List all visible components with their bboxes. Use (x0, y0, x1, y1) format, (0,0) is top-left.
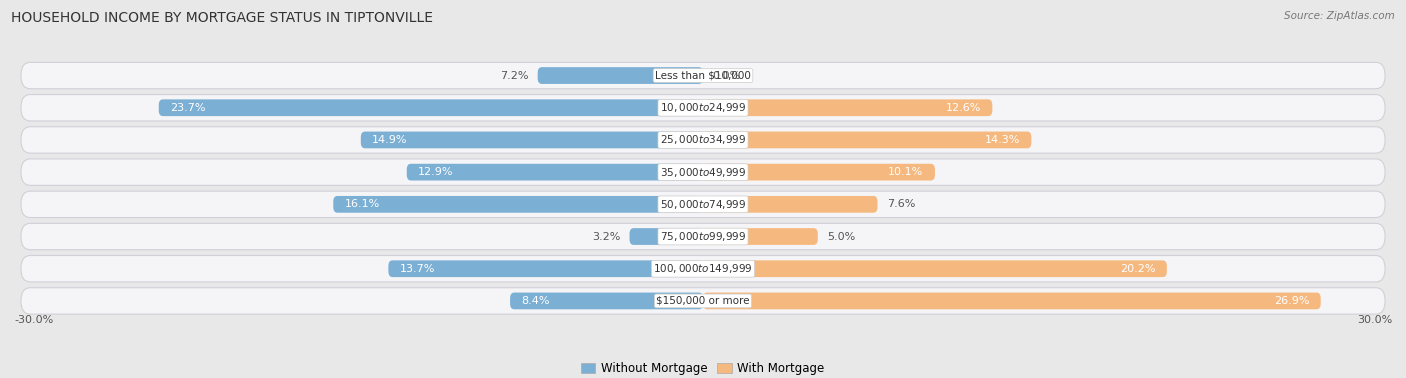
Text: 7.2%: 7.2% (501, 71, 529, 81)
Text: $10,000 to $24,999: $10,000 to $24,999 (659, 101, 747, 114)
FancyBboxPatch shape (703, 260, 1167, 277)
Text: -30.0%: -30.0% (14, 315, 53, 325)
Legend: Without Mortgage, With Mortgage: Without Mortgage, With Mortgage (576, 358, 830, 378)
FancyBboxPatch shape (21, 159, 1385, 185)
FancyBboxPatch shape (703, 293, 1320, 309)
Text: 16.1%: 16.1% (344, 199, 380, 209)
FancyBboxPatch shape (630, 228, 703, 245)
FancyBboxPatch shape (21, 191, 1385, 217)
Text: 7.6%: 7.6% (887, 199, 915, 209)
Text: 5.0%: 5.0% (827, 232, 855, 242)
Text: 14.3%: 14.3% (984, 135, 1019, 145)
Text: 0.0%: 0.0% (713, 71, 741, 81)
Text: Source: ZipAtlas.com: Source: ZipAtlas.com (1284, 11, 1395, 21)
Text: 8.4%: 8.4% (522, 296, 550, 306)
FancyBboxPatch shape (333, 196, 703, 213)
FancyBboxPatch shape (388, 260, 703, 277)
Text: 23.7%: 23.7% (170, 103, 205, 113)
Text: 13.7%: 13.7% (399, 264, 436, 274)
Text: 14.9%: 14.9% (373, 135, 408, 145)
FancyBboxPatch shape (21, 256, 1385, 282)
FancyBboxPatch shape (21, 223, 1385, 250)
FancyBboxPatch shape (703, 132, 1032, 148)
FancyBboxPatch shape (21, 127, 1385, 153)
FancyBboxPatch shape (703, 99, 993, 116)
Text: 20.2%: 20.2% (1121, 264, 1156, 274)
Text: HOUSEHOLD INCOME BY MORTGAGE STATUS IN TIPTONVILLE: HOUSEHOLD INCOME BY MORTGAGE STATUS IN T… (11, 11, 433, 25)
Text: 3.2%: 3.2% (592, 232, 620, 242)
Text: 12.9%: 12.9% (418, 167, 454, 177)
Text: $150,000 or more: $150,000 or more (657, 296, 749, 306)
FancyBboxPatch shape (21, 62, 1385, 89)
FancyBboxPatch shape (703, 164, 935, 181)
FancyBboxPatch shape (21, 288, 1385, 314)
Text: $75,000 to $99,999: $75,000 to $99,999 (659, 230, 747, 243)
Text: $25,000 to $34,999: $25,000 to $34,999 (659, 133, 747, 146)
FancyBboxPatch shape (21, 94, 1385, 121)
FancyBboxPatch shape (361, 132, 703, 148)
FancyBboxPatch shape (159, 99, 703, 116)
FancyBboxPatch shape (703, 196, 877, 213)
Text: $100,000 to $149,999: $100,000 to $149,999 (654, 262, 752, 275)
FancyBboxPatch shape (406, 164, 703, 181)
FancyBboxPatch shape (510, 293, 703, 309)
Text: 30.0%: 30.0% (1357, 315, 1392, 325)
FancyBboxPatch shape (537, 67, 703, 84)
Text: Less than $10,000: Less than $10,000 (655, 71, 751, 81)
Text: $50,000 to $74,999: $50,000 to $74,999 (659, 198, 747, 211)
Text: 12.6%: 12.6% (945, 103, 981, 113)
FancyBboxPatch shape (703, 228, 818, 245)
Text: 26.9%: 26.9% (1274, 296, 1309, 306)
Text: $35,000 to $49,999: $35,000 to $49,999 (659, 166, 747, 179)
Text: 10.1%: 10.1% (889, 167, 924, 177)
